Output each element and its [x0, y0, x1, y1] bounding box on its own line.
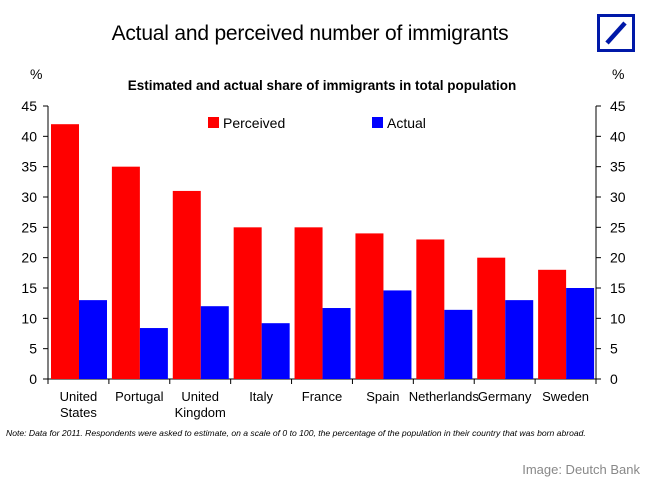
y-tick-label-right: 20 — [610, 250, 626, 266]
x-tick-label: Germany — [478, 389, 532, 404]
bar-perceived — [233, 227, 262, 379]
x-tick-label: Kingdom — [175, 405, 226, 420]
y-axis-unit-left: % — [30, 66, 43, 82]
x-tick-label: Sweden — [542, 389, 589, 404]
bar-perceived — [172, 190, 201, 379]
bar-actual — [505, 300, 534, 379]
y-tick-label-right: 30 — [610, 189, 626, 205]
y-tick-label-left: 20 — [21, 250, 37, 266]
legend-label-actual: Actual — [387, 115, 426, 131]
y-tick-label-right: 45 — [610, 98, 626, 114]
y-tick-label-left: 45 — [21, 98, 37, 114]
y-tick-label-left: 25 — [21, 219, 37, 235]
x-tick-label: France — [302, 389, 342, 404]
legend-swatch-actual — [372, 117, 383, 128]
chart-title: Estimated and actual share of immigrants… — [127, 78, 517, 93]
bar-actual — [139, 328, 168, 379]
deutsche-bank-logo-icon — [597, 14, 635, 52]
bar-actual — [79, 300, 107, 379]
legend-swatch-perceived — [208, 117, 219, 128]
bar-perceived — [355, 233, 384, 379]
x-tick-label: Portugal — [115, 389, 164, 404]
bar-actual — [566, 288, 595, 379]
y-tick-label-left: 0 — [29, 371, 37, 387]
bar-perceived — [294, 227, 323, 379]
y-tick-label-right: 5 — [610, 341, 618, 357]
x-tick-label: States — [60, 405, 97, 420]
chart-note: Note: Data for 2011. Respondents were as… — [6, 428, 586, 438]
x-tick-label: Netherlands — [409, 389, 480, 404]
bar-perceived — [111, 166, 140, 379]
x-tick-label: United — [60, 389, 98, 404]
y-axis-unit-right: % — [612, 66, 625, 82]
y-tick-label-left: 35 — [21, 159, 37, 175]
x-tick-label: Italy — [249, 389, 273, 404]
y-tick-label-right: 15 — [610, 280, 626, 296]
y-tick-label-right: 35 — [610, 159, 626, 175]
y-tick-label-left: 5 — [29, 341, 37, 357]
legend-label-perceived: Perceived — [223, 115, 285, 131]
bar-perceived — [51, 124, 79, 379]
y-tick-label-right: 0 — [610, 371, 618, 387]
bar-actual — [200, 306, 229, 379]
y-tick-label-left: 40 — [21, 128, 37, 144]
y-tick-label-right: 40 — [610, 128, 626, 144]
bar-perceived — [477, 257, 506, 379]
page-title: Actual and perceived number of immigrant… — [111, 22, 509, 45]
bar-perceived — [416, 239, 445, 379]
y-tick-label-right: 10 — [610, 310, 626, 326]
bar-actual — [383, 290, 412, 379]
image-credit: Image: Deutch Bank — [522, 462, 640, 477]
x-tick-label: United — [181, 389, 219, 404]
bar-actual — [444, 309, 473, 379]
y-tick-label-left: 10 — [21, 310, 37, 326]
x-tick-label: Spain — [366, 389, 399, 404]
y-tick-label-left: 30 — [21, 189, 37, 205]
y-tick-label-right: 25 — [610, 219, 626, 235]
y-tick-label-left: 15 — [21, 280, 37, 296]
bar-actual — [261, 323, 290, 379]
bar-actual — [322, 308, 351, 379]
bar-perceived — [538, 269, 567, 379]
